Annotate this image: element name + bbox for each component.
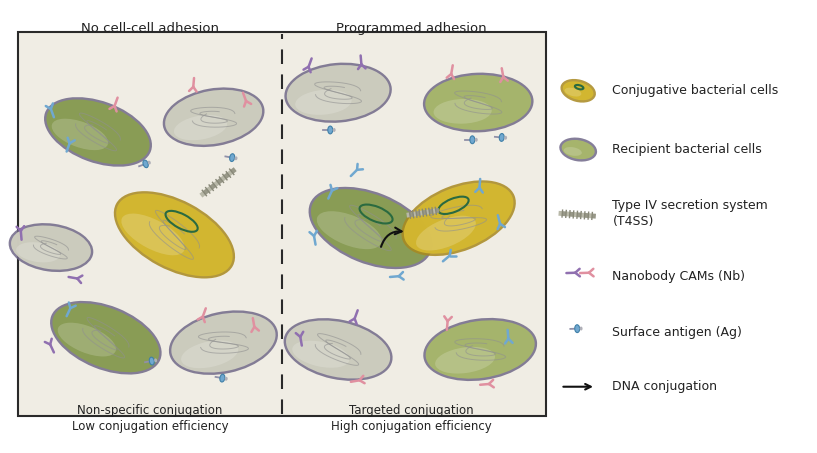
Ellipse shape [230,154,234,162]
Text: Type IV secretion system
(T4SS): Type IV secretion system (T4SS) [613,199,768,228]
Ellipse shape [416,216,475,251]
Ellipse shape [283,318,393,381]
Ellipse shape [564,147,582,156]
Ellipse shape [579,327,583,331]
Ellipse shape [16,242,60,262]
Ellipse shape [9,223,93,272]
Ellipse shape [499,134,504,141]
Ellipse shape [426,75,531,130]
Ellipse shape [562,140,595,159]
Ellipse shape [423,72,534,132]
Text: Surface antigen (Ag): Surface antigen (Ag) [613,326,743,339]
Text: Conjugative bacterial cells: Conjugative bacterial cells [613,84,779,97]
Ellipse shape [52,303,159,372]
Ellipse shape [50,301,162,375]
Ellipse shape [309,187,432,269]
Ellipse shape [404,183,513,254]
Ellipse shape [434,99,492,124]
Ellipse shape [565,88,582,96]
Ellipse shape [333,128,336,132]
Text: Targeted conjugation
High conjugation efficiency: Targeted conjugation High conjugation ef… [331,405,492,434]
Ellipse shape [172,313,275,372]
Ellipse shape [154,358,157,362]
Ellipse shape [328,126,333,134]
Ellipse shape [560,138,597,162]
Ellipse shape [560,79,596,103]
Ellipse shape [11,226,91,270]
Ellipse shape [116,193,233,276]
Ellipse shape [292,341,350,368]
Ellipse shape [234,156,238,160]
Ellipse shape [287,65,390,120]
Text: Non-specific conjugation
Low conjugation efficiency: Non-specific conjugation Low conjugation… [72,405,228,434]
Ellipse shape [150,357,154,365]
Ellipse shape [163,87,265,147]
Ellipse shape [470,136,475,144]
Ellipse shape [220,374,225,382]
Ellipse shape [504,136,507,140]
Ellipse shape [475,138,478,142]
Text: Nanobody CAMs (Nb): Nanobody CAMs (Nb) [613,270,745,284]
Ellipse shape [295,90,351,115]
Ellipse shape [44,97,152,167]
Ellipse shape [114,191,235,279]
Ellipse shape [51,119,108,150]
Ellipse shape [401,180,516,256]
Ellipse shape [286,320,391,379]
Ellipse shape [423,318,537,381]
Bar [18,32,546,416]
Ellipse shape [225,377,228,381]
Ellipse shape [435,347,495,374]
Ellipse shape [563,82,593,100]
Text: No cell-cell adhesion: No cell-cell adhesion [81,22,219,35]
Ellipse shape [311,189,430,267]
Text: Recipient bacterial cells: Recipient bacterial cells [613,143,762,156]
Ellipse shape [165,90,262,145]
Ellipse shape [284,63,392,123]
Text: Programmed adhesion: Programmed adhesion [337,22,487,35]
Ellipse shape [574,325,579,333]
Ellipse shape [174,115,227,140]
Ellipse shape [181,340,239,368]
Ellipse shape [426,320,534,379]
Text: DNA conjugation: DNA conjugation [613,380,717,393]
Ellipse shape [148,161,151,164]
Ellipse shape [317,211,382,249]
FancyArrowPatch shape [381,227,402,247]
Ellipse shape [122,213,185,255]
Ellipse shape [143,160,148,168]
Ellipse shape [47,100,150,164]
Ellipse shape [58,323,116,357]
Ellipse shape [169,310,278,375]
